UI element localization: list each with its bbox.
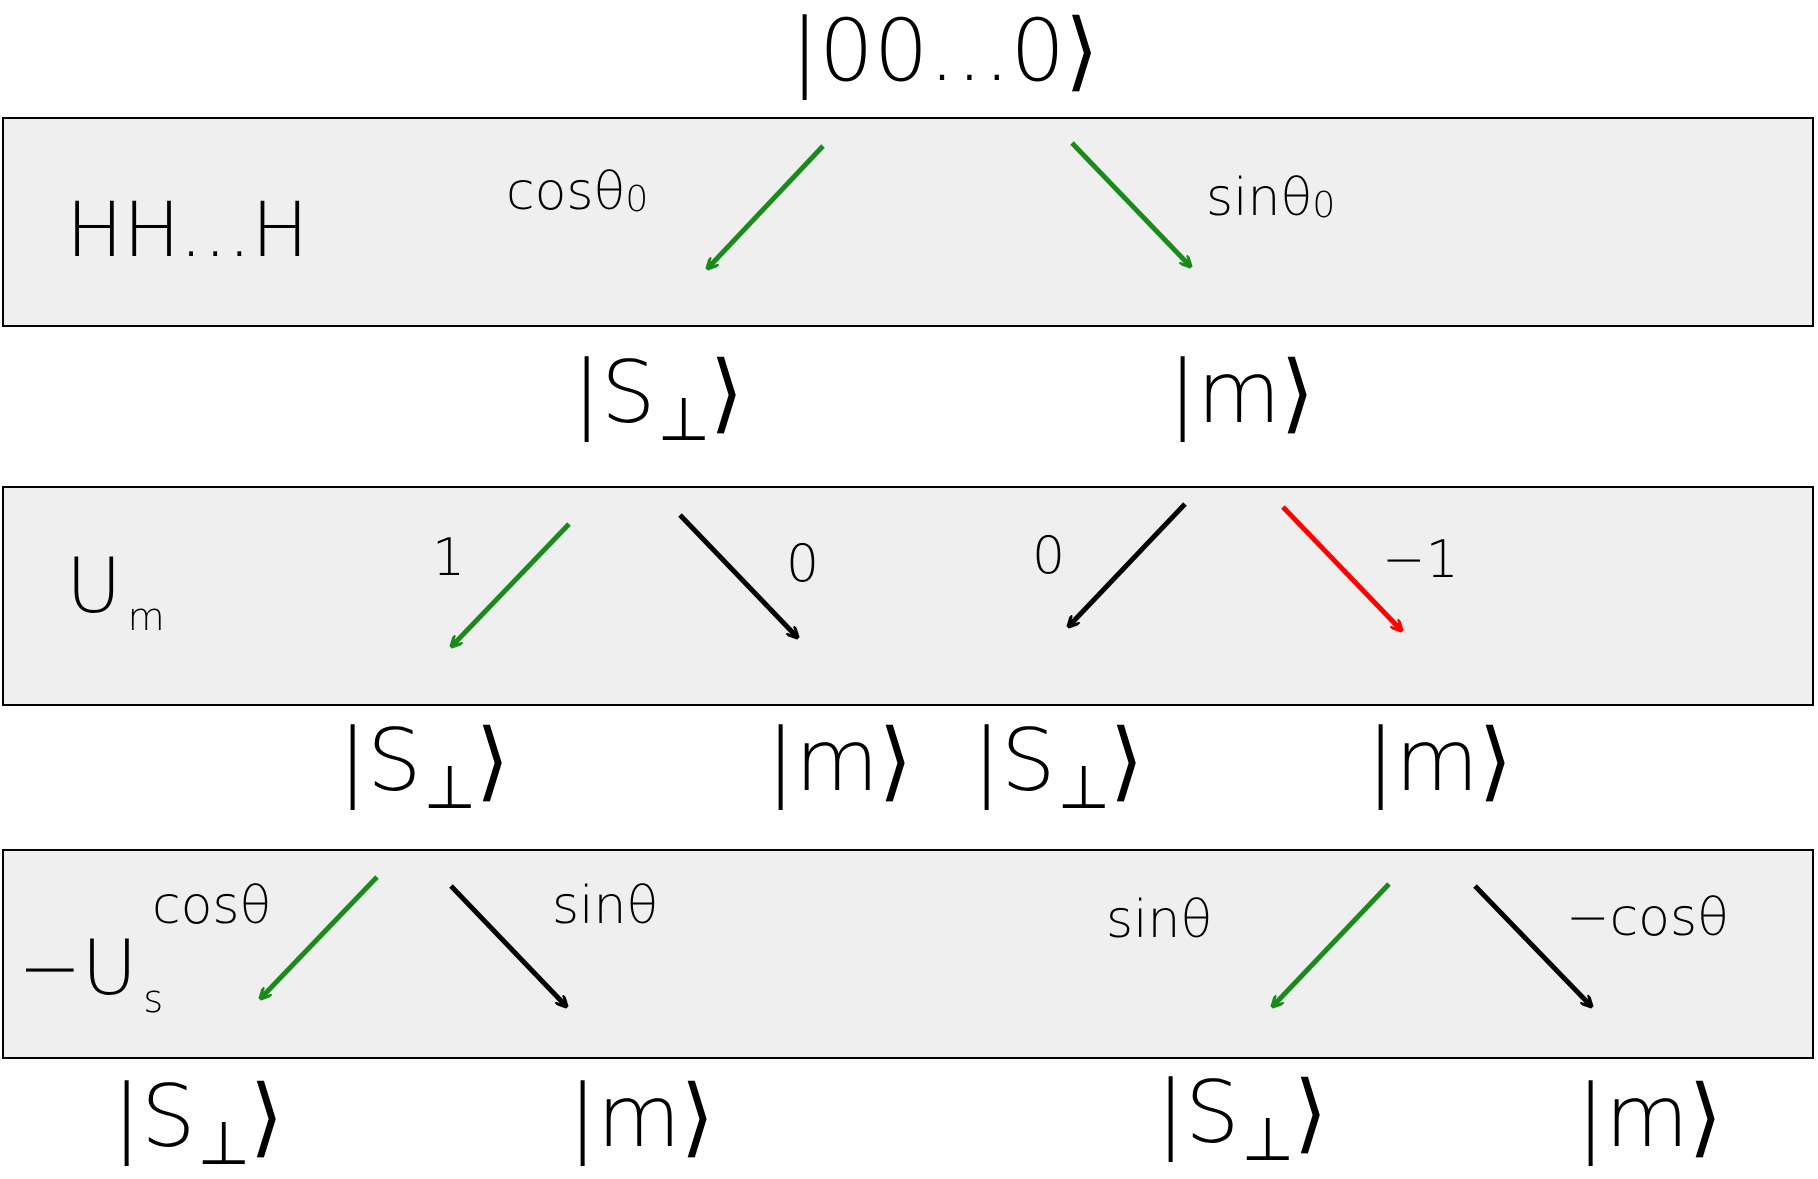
operator-hadamard: HH...H	[66, 185, 309, 274]
operator-us: −U s	[18, 923, 164, 1021]
ket-s2-sperp-2: |S⊥⟩	[972, 711, 1144, 823]
ket-s3-m-1: |m⟩	[568, 1067, 715, 1167]
stage2-band	[2, 486, 1814, 706]
stage1-band	[2, 117, 1814, 327]
arrow-s2-4	[1281, 505, 1401, 630]
amp-s1-left: cosθ0	[506, 162, 649, 222]
arrow-s3-3	[1273, 882, 1391, 1006]
initial-state: |00...0⟩	[790, 1, 1099, 101]
ket-s3-sperp-2: |S⊥⟩	[1156, 1063, 1328, 1175]
arrow-s2-3	[1069, 502, 1187, 626]
amp-s3-3: sinθ	[1106, 890, 1213, 950]
amp-s1-right: sinθ0	[1206, 168, 1336, 228]
ket-s1-m: |m⟩	[1168, 343, 1315, 443]
amp-s3-2: sinθ	[552, 876, 659, 936]
amp-s3-4: −cosθ	[1566, 888, 1729, 948]
ket-s2-m-1: |m⟩	[766, 711, 913, 811]
ket-s3-sperp-1: |S⊥⟩	[112, 1067, 284, 1179]
ket-s1-sperp: |S⊥⟩	[572, 343, 744, 455]
amp-s2-2: 0	[786, 534, 820, 594]
arrow-s3-4	[1473, 884, 1591, 1006]
arrow-s3-1	[261, 875, 379, 998]
amp-s3-1: cosθ	[152, 876, 272, 936]
arrow-s3-2	[449, 884, 566, 1006]
ket-s2-sperp-1: |S⊥⟩	[338, 711, 510, 823]
arrow-s1-left	[708, 144, 825, 268]
amp-s2-4: −1	[1382, 530, 1459, 590]
ket-s2-m-2: |m⟩	[1366, 711, 1513, 811]
arrow-s2-1	[452, 522, 571, 646]
ket-s3-m-2: |m⟩	[1576, 1067, 1723, 1167]
arrow-s2-2	[678, 513, 797, 637]
amp-s2-1: 1	[432, 528, 466, 588]
amp-s2-3: 0	[1032, 526, 1066, 586]
arrow-s1-right	[1070, 141, 1190, 266]
